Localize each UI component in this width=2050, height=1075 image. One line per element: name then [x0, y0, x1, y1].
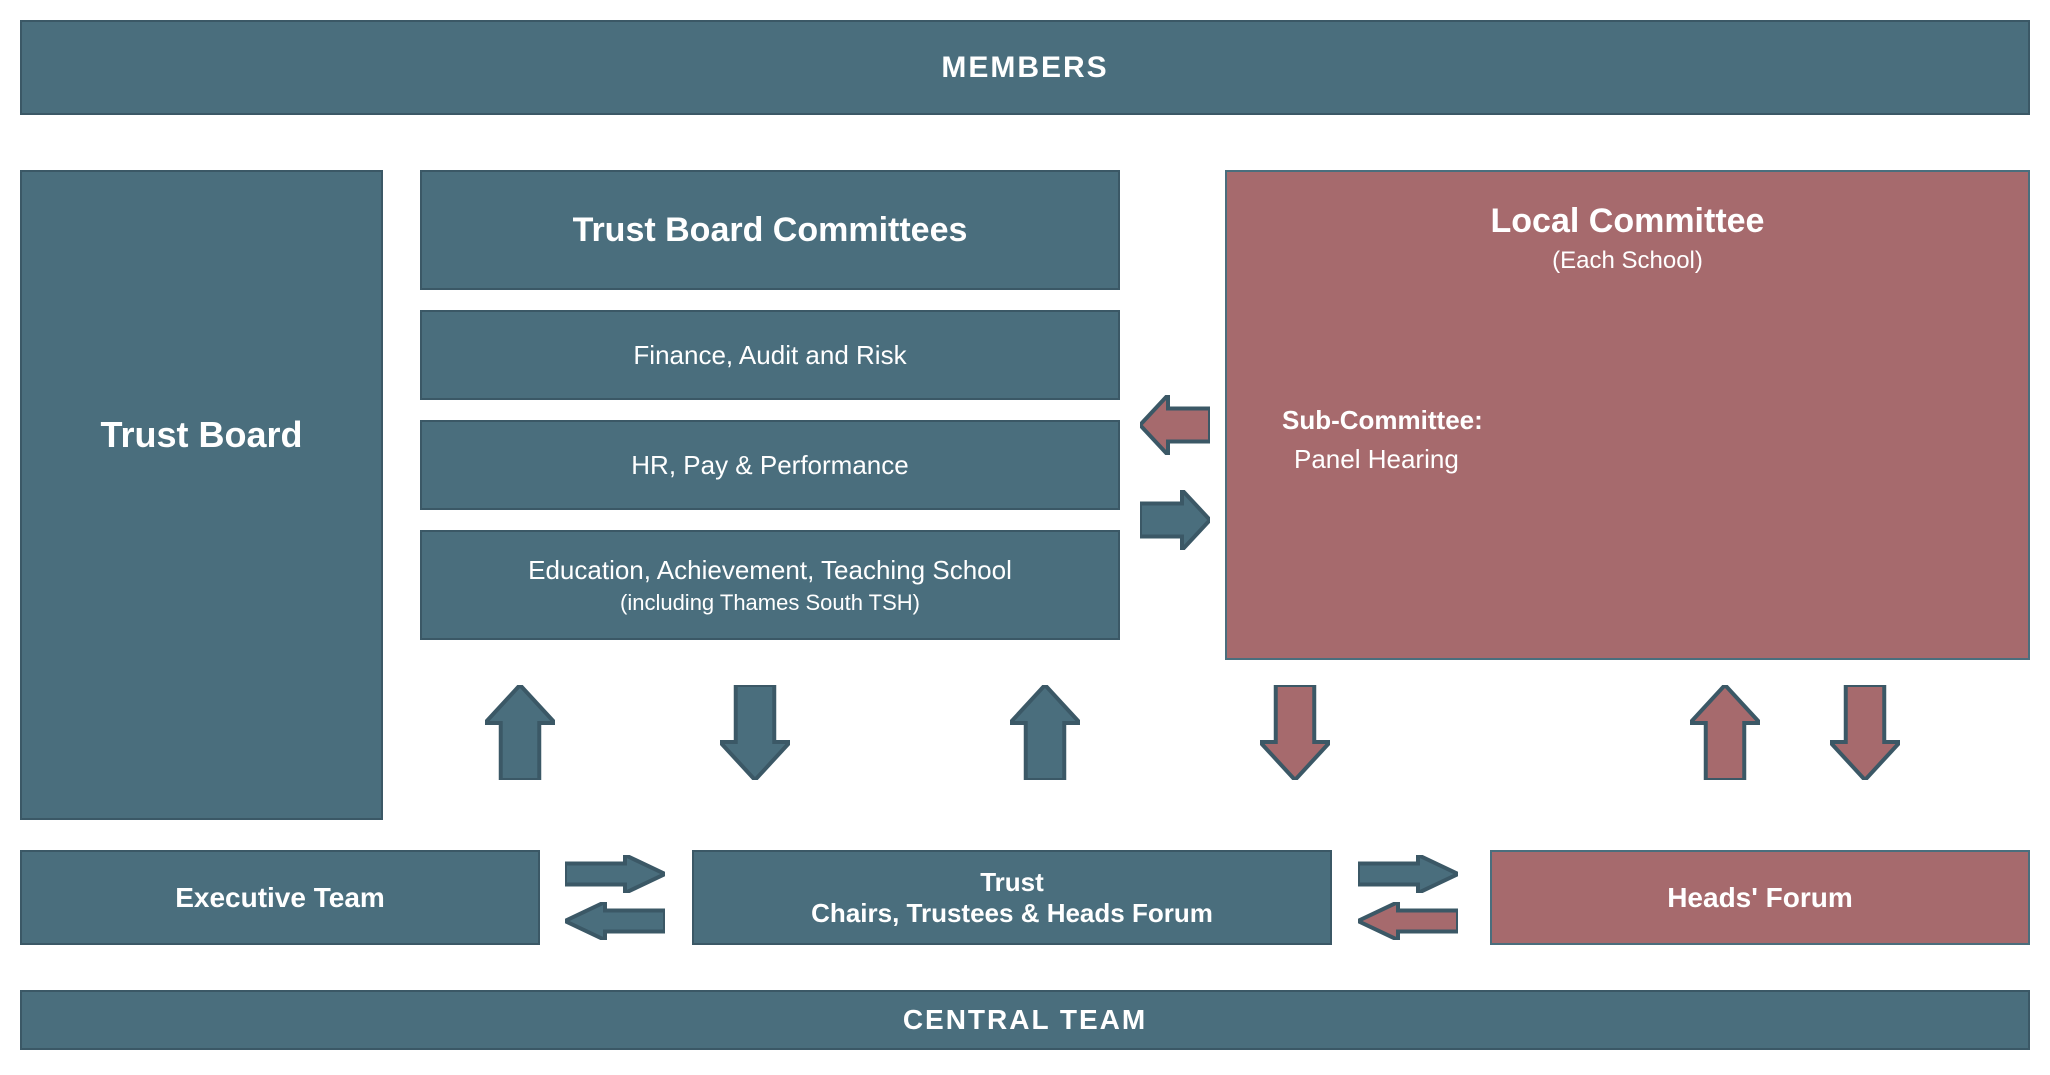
- arrow-committees_to_local_right: [1140, 490, 1210, 555]
- arrow-trust_to_heads_right: [1358, 855, 1458, 898]
- executive-team-label: Executive Team: [175, 882, 385, 914]
- node-executive-team: Executive Team: [20, 850, 540, 945]
- arrow-exec_to_trust_right: [565, 855, 665, 898]
- arrow-trust_forum_up: [1010, 685, 1080, 785]
- local-committee-subtitle: (Each School): [1552, 247, 1703, 275]
- node-trust-forum: Trust Chairs, Trustees & Heads Forum: [692, 850, 1332, 945]
- node-committee-finance: Finance, Audit and Risk: [420, 310, 1120, 400]
- committee-finance-label: Finance, Audit and Risk: [633, 340, 906, 371]
- node-trust-board: Trust Board: [20, 170, 383, 820]
- arrow-committees_to_local_left: [1140, 395, 1210, 460]
- heads-forum-label: Heads' Forum: [1667, 882, 1853, 914]
- node-central-team: CENTRAL TEAM: [20, 990, 2030, 1050]
- arrow-heads_up: [1690, 685, 1760, 785]
- arrow-local_down: [1260, 685, 1330, 785]
- node-members: MEMBERS: [20, 20, 2030, 115]
- arrow-trust_to_heads_left: [1358, 902, 1458, 945]
- arrow-heads_down: [1830, 685, 1900, 785]
- local-committee-subtext: Panel Hearing: [1294, 444, 1459, 474]
- arrow-committees_down: [720, 685, 790, 785]
- local-committee-sublabel: Sub-Committee:: [1282, 405, 1483, 435]
- committee-hr-label: HR, Pay & Performance: [631, 450, 908, 481]
- local-committee-title: Local Committee: [1491, 202, 1765, 241]
- node-local-committee: Local Committee (Each School) Sub-Commit…: [1225, 170, 2030, 660]
- trust-forum-line1: Trust: [980, 867, 1044, 898]
- trust-board-label: Trust Board: [100, 414, 302, 456]
- arrow-exec_to_trust_left: [565, 902, 665, 945]
- node-committee-education: Education, Achievement, Teaching School …: [420, 530, 1120, 640]
- members-label: MEMBERS: [941, 51, 1108, 85]
- arrow-exec_up: [485, 685, 555, 785]
- node-committees-header: Trust Board Committees: [420, 170, 1120, 290]
- trust-forum-line2: Chairs, Trustees & Heads Forum: [811, 898, 1213, 929]
- central-team-label: CENTRAL TEAM: [903, 1004, 1147, 1036]
- committee-education-line2: (including Thames South TSH): [620, 590, 920, 616]
- committees-header-label: Trust Board Committees: [573, 211, 968, 250]
- node-committee-hr: HR, Pay & Performance: [420, 420, 1120, 510]
- committee-education-line1: Education, Achievement, Teaching School: [528, 555, 1012, 586]
- node-heads-forum: Heads' Forum: [1490, 850, 2030, 945]
